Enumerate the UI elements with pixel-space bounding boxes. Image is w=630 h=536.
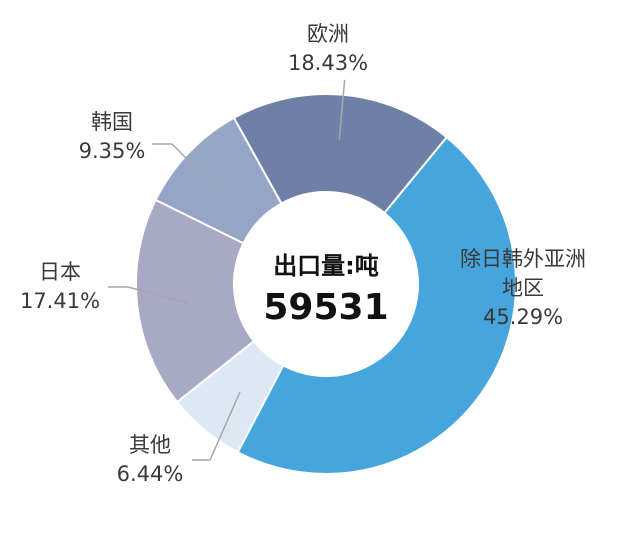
slice-label-other: 其他: [129, 433, 171, 457]
slice-4: [154, 116, 283, 245]
leader-line-2: [192, 391, 241, 461]
slice-label-asia-line2: 地区: [502, 276, 544, 300]
center-title: 出口量:吨: [273, 252, 379, 280]
slice-label-korea: 韩国: [91, 110, 133, 134]
leader-lines: [108, 79, 346, 461]
slice-pct-korea: 9.35%: [79, 139, 146, 163]
center-value: 59531: [263, 287, 388, 328]
slice-label-europe: 欧洲: [307, 22, 349, 46]
leader-line-3: [108, 286, 189, 304]
slice-label-asia-line1: 除日韩外亚洲: [460, 247, 586, 271]
slice-pct-asia: 45.29%: [483, 305, 563, 329]
slice-pct-other: 6.44%: [117, 462, 184, 486]
slices-group: [135, 93, 517, 475]
slice-pct-japan: 17.41%: [20, 289, 100, 313]
slice-label-japan: 日本: [39, 260, 81, 284]
leader-line-0: [338, 79, 346, 140]
leader-line-4: [152, 143, 219, 191]
slice-pct-europe: 18.43%: [288, 51, 368, 75]
donut-hole: [234, 192, 418, 376]
